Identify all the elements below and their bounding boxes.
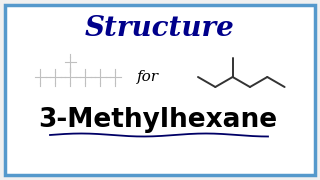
Text: for: for xyxy=(137,70,159,84)
Text: 3-Methylhexane: 3-Methylhexane xyxy=(38,107,277,133)
Text: Structure: Structure xyxy=(85,15,235,42)
FancyBboxPatch shape xyxy=(5,5,315,175)
